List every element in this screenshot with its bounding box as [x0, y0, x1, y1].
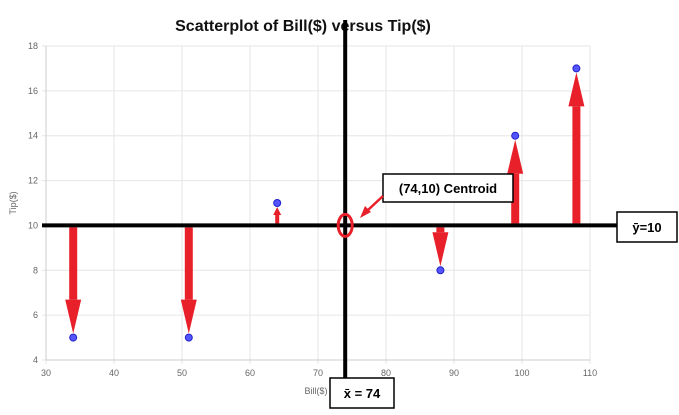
- x-tick-label: 30: [41, 368, 51, 378]
- axis-lines: [45, 46, 590, 361]
- residual-arrow-head: [65, 299, 82, 334]
- x-tick-label: 50: [177, 368, 187, 378]
- x-mean-label: x̄ = 74: [344, 386, 381, 401]
- x-tick-label: 80: [381, 368, 391, 378]
- residual-arrow-head: [507, 139, 524, 174]
- y-tick-label: 12: [28, 176, 38, 186]
- residual-arrow-shaft: [572, 106, 581, 224]
- y-tick-label: 4: [33, 355, 38, 365]
- centroid-label-box: [382, 173, 514, 203]
- data-point: [436, 266, 445, 275]
- y-tick-label: 16: [28, 86, 38, 96]
- residual-arrow-shaft: [184, 227, 193, 300]
- data-point: [273, 199, 282, 207]
- y-mean-label: ȳ=10: [632, 220, 661, 235]
- chart-title: Scatterplot of Bill($) versus Tip($): [175, 18, 431, 35]
- data-point: [69, 333, 78, 342]
- x-tick-label: 100: [514, 368, 529, 378]
- x-mean-label-box: [329, 377, 395, 409]
- x-tick-label: 90: [449, 368, 459, 378]
- residual-arrow-head: [273, 207, 282, 215]
- residual-arrow-shaft: [436, 227, 445, 233]
- x-tick-label: 110: [583, 368, 597, 378]
- x-tick-label: 60: [245, 368, 255, 378]
- residual-arrow-head: [432, 232, 449, 267]
- y-mean-label-box: [616, 211, 678, 243]
- x-tick-label: 40: [109, 368, 119, 378]
- y-tick-label: 10: [28, 220, 38, 230]
- residual-arrows: [65, 72, 585, 334]
- residual-arrow-shaft: [511, 173, 520, 224]
- x-axis-label: Bill($): [304, 386, 327, 396]
- mean-lines: [42, 20, 617, 378]
- y-axis-label: Tip($): [8, 191, 18, 214]
- callouts: (74,10) Centroid ȳ=10 x̄ = 74: [329, 173, 678, 409]
- data-point: [511, 131, 520, 140]
- data-point: [184, 333, 193, 342]
- residual-arrow-head: [180, 299, 197, 334]
- y-tick-label: 8: [33, 265, 38, 275]
- residual-arrow-shaft: [275, 215, 280, 224]
- y-tick-label: 6: [33, 310, 38, 320]
- grid: [42, 45, 591, 364]
- ticks: 30 40 50 60 70 80 90 100 110 4 6 8 10 12 14 16 18: [28, 41, 597, 378]
- residual-arrow-head: [568, 72, 585, 107]
- data-points: [69, 64, 581, 342]
- centroid-pointer-head: [360, 206, 371, 218]
- centroid-label: (74,10) Centroid: [399, 181, 497, 196]
- y-tick-label: 18: [28, 41, 38, 51]
- centroid-marker: [336, 212, 354, 238]
- data-point: [572, 64, 581, 73]
- residual-arrow-shaft: [69, 227, 78, 300]
- centroid-pointer-line: [367, 195, 384, 211]
- x-tick-label: 70: [313, 368, 323, 378]
- y-tick-label: 14: [28, 131, 38, 141]
